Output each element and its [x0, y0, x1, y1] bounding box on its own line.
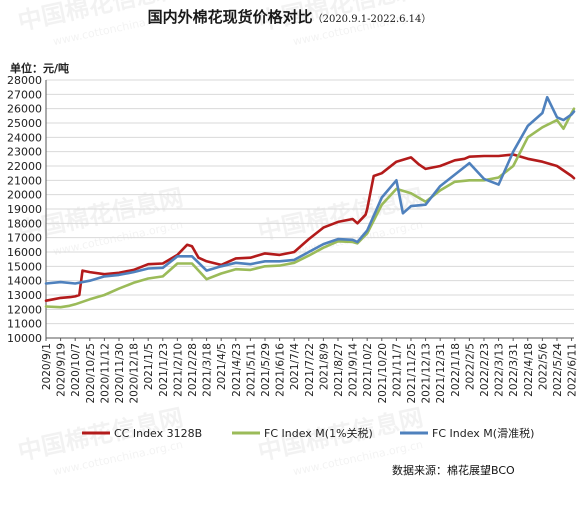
y-tick-label: 11000 [7, 318, 42, 331]
chart-subtitle: （2020.9.1-2022.6.14） [312, 14, 432, 25]
series-1 [44, 153, 576, 302]
source-note: 数据来源：棉花展望BCO [392, 464, 515, 477]
y-tick-label: 15000 [7, 260, 42, 273]
y-tick-label: 17000 [7, 232, 42, 245]
x-tick-label: 2022/2/23 [479, 343, 491, 397]
series-lines [44, 95, 576, 309]
grid-lines [46, 79, 574, 339]
y-tick-label: 23000 [7, 146, 42, 159]
x-tick-label: 2021/12/31 [435, 343, 447, 404]
x-tick-label: 2021/8/9 [318, 343, 330, 390]
y-tick-label: 28000 [7, 74, 42, 87]
legend-label: FC Index M(1%关税) [264, 426, 373, 440]
x-tick-label: 2022/5/24 [552, 343, 564, 397]
x-tick-label: 2021/12/13 [421, 343, 433, 404]
legend-label: CC Index 3128B [114, 427, 202, 440]
x-tick-label: 2021/1/5 [143, 343, 155, 390]
x-tick-label: 2022/2/5 [464, 343, 476, 390]
x-tick-label: 2021/11/25 [406, 343, 418, 404]
chart-title-text: 国内外棉花现货价格对比 [147, 8, 313, 26]
x-tick-label: 2022/1/18 [450, 343, 462, 397]
series-line [44, 95, 576, 285]
x-tick-label: 2020/11/12 [99, 343, 111, 404]
x-tick-label: 2021/9/14 [348, 343, 360, 397]
y-tick-label: 18000 [7, 217, 42, 230]
series-3 [44, 95, 576, 285]
x-tick-label: 2020/10/7 [70, 343, 82, 397]
x-tick-label: 2021/10/2 [362, 343, 374, 397]
y-tick-label: 21000 [7, 174, 42, 187]
x-tick-label: 2021/10/20 [377, 343, 389, 404]
y-tick-label: 27000 [7, 88, 42, 101]
x-tick-label: 2022/6/11 [567, 343, 579, 397]
y-tick-label: 13000 [7, 289, 42, 302]
series-line [44, 153, 576, 302]
y-tick-label: 26000 [7, 103, 42, 116]
x-tick-label: 2021/7/4 [289, 343, 301, 390]
x-tick-label: 2021/7/22 [304, 343, 316, 397]
y-tick-label: 20000 [7, 189, 42, 202]
x-tick-label: 2021/6/16 [275, 343, 287, 397]
x-tick-label: 2021/1/23 [158, 343, 170, 397]
x-tick-label: 2021/8/27 [333, 343, 345, 397]
x-tick-label: 2021/5/11 [245, 343, 257, 397]
x-tick-label: 2022/3/13 [494, 343, 506, 397]
y-tick-label: 25000 [7, 117, 42, 130]
legend-label: FC Index M(滑准税) [432, 426, 534, 440]
y-tick-label: 10000 [7, 332, 42, 345]
x-tick-label: 2021/2/10 [172, 343, 184, 397]
x-axis: 2020/9/1 2020/9/19 2020/10/7 2020/10/25 2020… [41, 337, 579, 404]
x-tick-label: 2020/11/30 [114, 343, 126, 404]
x-tick-label: 2020/12/18 [129, 343, 141, 404]
x-tick-label: 2021/4/5 [216, 343, 228, 390]
x-tick-label: 2020/10/25 [85, 343, 97, 404]
y-tick-label: 12000 [7, 303, 42, 316]
x-tick-label: 2021/2/28 [187, 343, 199, 397]
unit-label: 单位：元/吨 [10, 62, 70, 75]
y-tick-label: 16000 [7, 246, 42, 259]
x-tick-label: 2022/4/18 [523, 343, 535, 397]
y-tick-label: 22000 [7, 160, 42, 173]
x-tick-label: 2021/3/18 [202, 343, 214, 397]
x-tick-label: 2021/5/29 [260, 343, 272, 397]
legend: CC Index 3128B FC Index M(1%关税) FC Index M… [82, 426, 534, 440]
x-tick-label: 2022/3/31 [508, 343, 520, 397]
x-tick-label: 2021/11/7 [391, 343, 403, 397]
x-tick-label: 2021/4/23 [231, 343, 243, 397]
x-tick-label: 2022/5/6 [537, 343, 549, 390]
chart-title: 国内外棉花现货价格对比（2020.9.1-2022.6.14） [0, 6, 579, 27]
y-tick-label: 19000 [7, 203, 42, 216]
y-tick-label: 14000 [7, 275, 42, 288]
y-tick-label: 24000 [7, 131, 42, 144]
x-tick-label: 2020/9/1 [41, 343, 53, 390]
x-tick-label: 2020/9/19 [56, 343, 68, 397]
